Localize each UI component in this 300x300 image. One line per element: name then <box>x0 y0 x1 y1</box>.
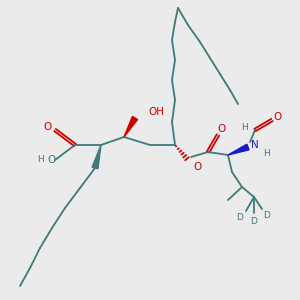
Text: H: H <box>263 148 270 158</box>
Polygon shape <box>124 116 138 137</box>
Text: H: H <box>241 124 248 133</box>
Text: N: N <box>251 140 259 150</box>
Text: O: O <box>47 155 55 165</box>
Text: D: D <box>264 211 270 220</box>
Text: D: D <box>250 217 257 226</box>
Polygon shape <box>92 145 101 169</box>
Text: H: H <box>37 155 44 164</box>
Text: O: O <box>273 112 281 122</box>
Text: D: D <box>237 212 243 221</box>
Polygon shape <box>228 144 249 155</box>
Text: O: O <box>218 124 226 134</box>
Text: O: O <box>193 162 201 172</box>
Text: O: O <box>44 122 52 132</box>
Text: OH: OH <box>148 107 164 117</box>
